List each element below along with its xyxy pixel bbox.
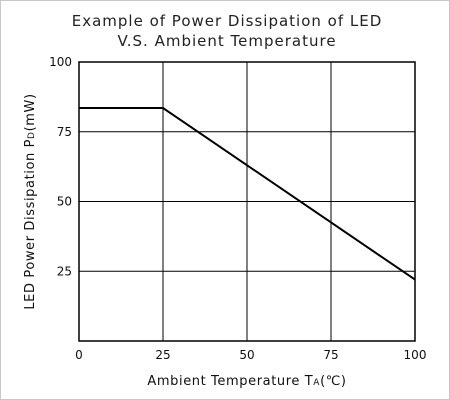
x-tick-label: 75: [323, 348, 338, 362]
plot-frame: [78, 61, 416, 342]
x-tick-label: 0: [75, 348, 83, 362]
x-axis-label-main: Ambient Temperature T: [147, 374, 313, 389]
y-axis-label-main: LED Power Dissipation P: [23, 139, 38, 310]
y-tick-label: 25: [57, 264, 72, 278]
series-layer: [79, 107, 416, 281]
x-tick-label: 50: [239, 348, 254, 362]
chart-title-line-2: V.S. Ambient Temperature: [117, 32, 336, 50]
y-tick-label: 100: [49, 55, 72, 69]
x-axis-label: Ambient Temperature TA(℃): [147, 374, 346, 389]
tick-labels: 0 25 50 75 100 25 50 75 100: [49, 55, 426, 362]
power-dissipation-line: [79, 107, 416, 281]
x-tick-label: 100: [404, 348, 427, 362]
y-tick-label: 75: [57, 125, 72, 139]
x-axis-label-unit: (℃): [320, 374, 347, 389]
y-tick-label: 50: [57, 195, 72, 209]
y-axis-label: LED Power Dissipation PD(mW): [23, 93, 38, 309]
chart-title-line-1: Example of Power Dissipation of LED: [72, 12, 383, 30]
y-axis-label-subscript: D: [27, 131, 37, 139]
x-tick-label: 25: [155, 348, 170, 362]
x-axis-label-subscript: A: [313, 378, 320, 388]
grid-lines: [79, 62, 415, 341]
y-axis-label-unit: (mW): [23, 93, 38, 131]
